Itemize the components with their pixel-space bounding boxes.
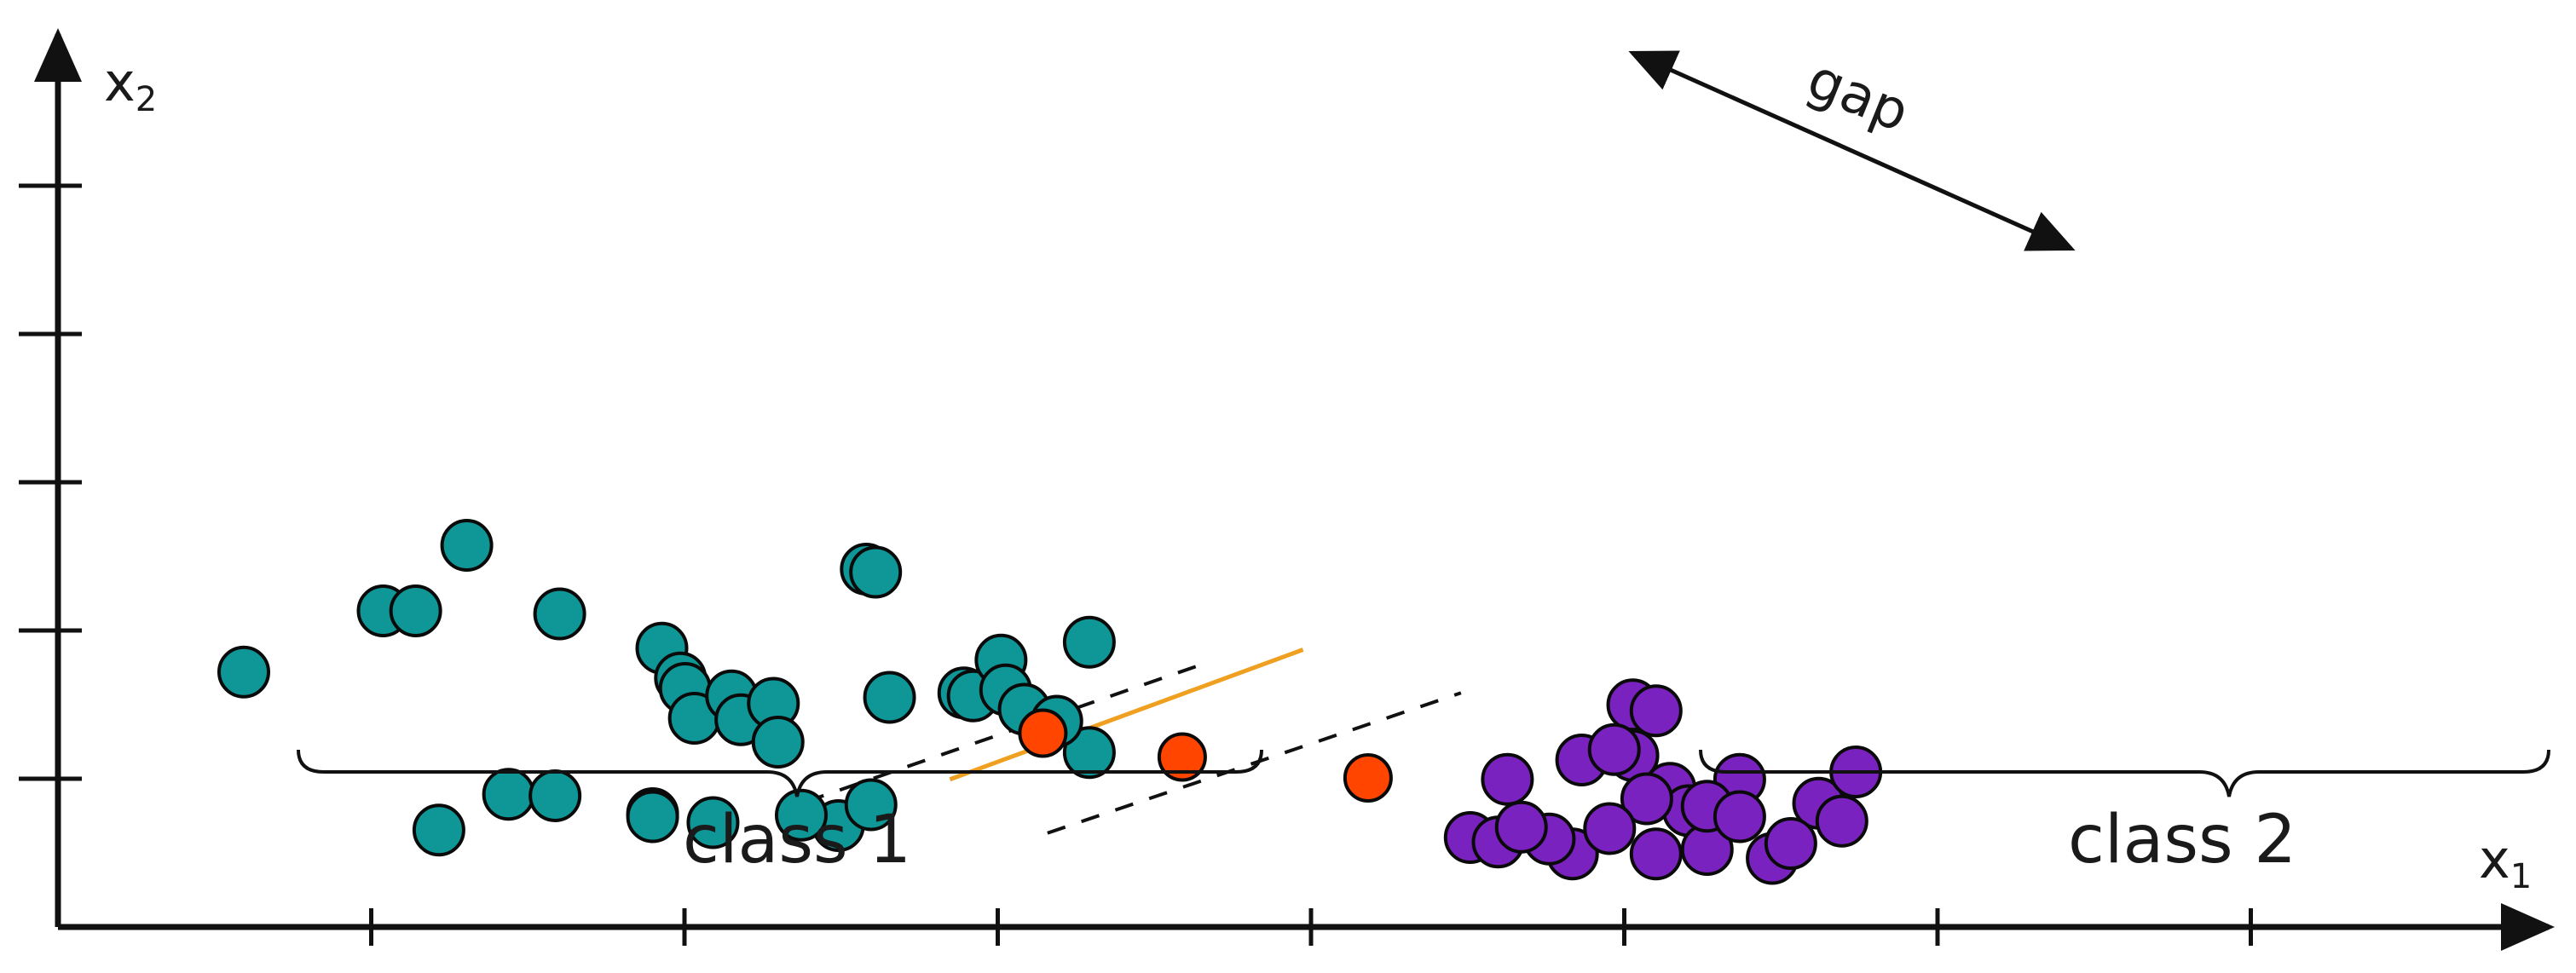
decision-boundary (805, 648, 1462, 835)
class2-point (1713, 790, 1766, 843)
class1-point (844, 778, 898, 832)
class1-label: class 1 (683, 802, 911, 878)
gap-arrow (1628, 50, 2076, 251)
class2-point (1620, 772, 1673, 826)
hyperplane-line (949, 648, 1304, 782)
class2-point (1494, 800, 1548, 854)
class2-point (1587, 723, 1641, 776)
margin-line-2 (1047, 691, 1462, 835)
class1-point (440, 519, 494, 572)
x-axis-label: x1 (2479, 828, 2532, 896)
class2-label: class 2 (2068, 802, 2296, 878)
class2-point (1481, 752, 1534, 806)
class1-point (389, 584, 442, 637)
class2-point (1583, 802, 1637, 855)
class2-point (1629, 827, 1683, 881)
class1-point (863, 671, 916, 724)
class1-point (533, 587, 586, 641)
class1-brace (297, 749, 1263, 797)
class1-point (751, 716, 805, 769)
support-vector-point (1343, 753, 1393, 803)
class2-point (1629, 684, 1683, 738)
axes (34, 28, 2555, 951)
support-vector-point (1018, 708, 1068, 758)
class1-point (775, 788, 828, 842)
class1-point (528, 769, 582, 822)
class1-point (412, 803, 465, 857)
axis-ticks (19, 183, 2253, 946)
gap-label: gap (1799, 48, 1917, 145)
class2-point (1764, 817, 1817, 870)
support-vector-point (1157, 732, 1207, 782)
class1-point (217, 645, 270, 699)
class2-brace (1699, 749, 2550, 797)
class1-point (1062, 615, 1116, 669)
class1-point (849, 545, 903, 599)
y-axis-label: x2 (104, 51, 157, 119)
class1-point (1062, 726, 1116, 780)
class1-point (626, 790, 679, 843)
class2-point (1815, 794, 1868, 848)
data-points (217, 519, 1883, 885)
class1-point (482, 768, 535, 821)
class1-point (686, 796, 740, 849)
